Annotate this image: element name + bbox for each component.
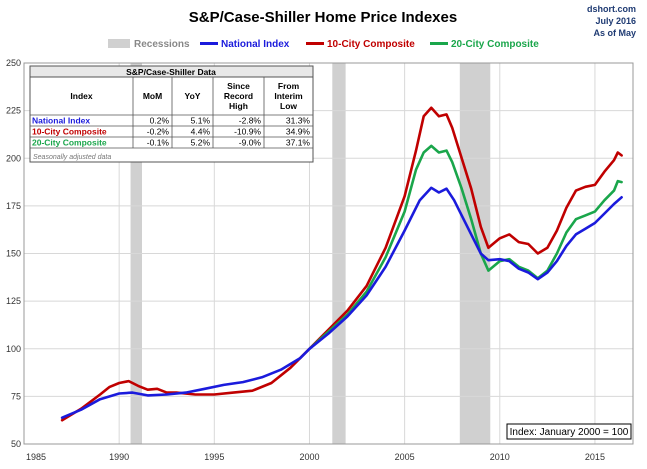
- legend: Recessions National Index 10-City Compos…: [108, 39, 539, 50]
- x-tick-label: 2010: [490, 452, 510, 462]
- table-value-cell: 4.4%: [191, 127, 211, 137]
- source-site: dshort.com: [587, 4, 636, 14]
- y-tick-label: 175: [6, 201, 21, 211]
- table-header-cell: Record: [224, 91, 253, 101]
- table-row-name: 10-City Composite: [32, 127, 107, 137]
- plot-area-frame: [23, 62, 634, 445]
- x-tick-label: 2000: [299, 452, 319, 462]
- table-value-cell: 31.3%: [286, 116, 311, 126]
- table-row-name: National Index: [32, 116, 90, 126]
- tick-labels: 50 75 100 125 150 175 200 225 250 1985 1990 1995 200…: [6, 58, 605, 462]
- table-frame: [29, 65, 314, 163]
- x-tick-label: 1985: [26, 452, 46, 462]
- y-tick-label: 200: [6, 153, 21, 163]
- x-tick-label: 1995: [204, 452, 224, 462]
- table-value-cell: -10.9%: [234, 127, 261, 137]
- table-header-cell: Since: [227, 81, 250, 91]
- x-tick-label: 1990: [109, 452, 129, 462]
- table-value-cell: 5.2%: [191, 138, 211, 148]
- y-tick-label: 75: [11, 391, 21, 401]
- table-title: S&P/Case-Shiller Data: [126, 67, 216, 77]
- index-note: Index: January 2000 = 100: [510, 427, 629, 438]
- y-tick-label: 125: [6, 296, 21, 306]
- legend-label-20city: 20-City Composite: [451, 39, 539, 50]
- table-value-cell: 0.2%: [150, 116, 170, 126]
- table-header-cell: Interim: [274, 91, 303, 101]
- source-asof: As of May: [593, 28, 636, 38]
- table-header-cell: Index: [70, 91, 92, 101]
- table-value-cell: -9.0%: [239, 138, 262, 148]
- gridlines: [24, 63, 633, 444]
- table-value-cell: -2.8%: [239, 116, 262, 126]
- summary-table: S&P/Case-Shiller Data Index MoM YoY SinceRe…: [29, 65, 314, 163]
- y-tick-label: 150: [6, 249, 21, 259]
- table-value-cell: 34.9%: [286, 127, 311, 137]
- series-line-20-city-composite: [308, 144, 623, 351]
- x-tick-label: 2015: [585, 452, 605, 462]
- table-value-cell: -0.1%: [147, 138, 170, 148]
- y-tick-label: 225: [6, 106, 21, 116]
- series-line-national-index: [60, 186, 623, 419]
- table-grid: [30, 76, 313, 149]
- table-header-cell: Low: [280, 101, 297, 111]
- chart-title: S&P/Case-Shiller Home Price Indexes: [189, 9, 457, 26]
- table-value-cell: 37.1%: [286, 138, 311, 148]
- legend-swatch-recessions: [108, 39, 130, 48]
- table-note: Seasonally adjusted data: [33, 154, 111, 161]
- x-tick-label: 2005: [395, 452, 415, 462]
- y-tick-label: 100: [6, 344, 21, 354]
- table-header-cell: From: [278, 81, 300, 91]
- table-header-cell: High: [229, 101, 248, 111]
- table-value-cell: -0.2%: [147, 127, 170, 137]
- table-value-cell: 5.1%: [191, 116, 211, 126]
- series: [60, 106, 623, 422]
- table-header-cell: YoY: [185, 91, 201, 101]
- table-row-name: 20-City Composite: [32, 138, 107, 148]
- legend-label-10city: 10-City Composite: [327, 39, 415, 50]
- y-tick-label: 250: [6, 58, 21, 68]
- index-note-box: [506, 423, 632, 440]
- legend-label-national: National Index: [221, 39, 290, 50]
- source-date: July 2016: [595, 16, 636, 26]
- y-tick-label: 50: [11, 439, 21, 449]
- series-line-10-city-composite: [60, 106, 623, 422]
- table-header-cell: MoM: [143, 91, 162, 101]
- legend-label-recessions: Recessions: [134, 39, 190, 50]
